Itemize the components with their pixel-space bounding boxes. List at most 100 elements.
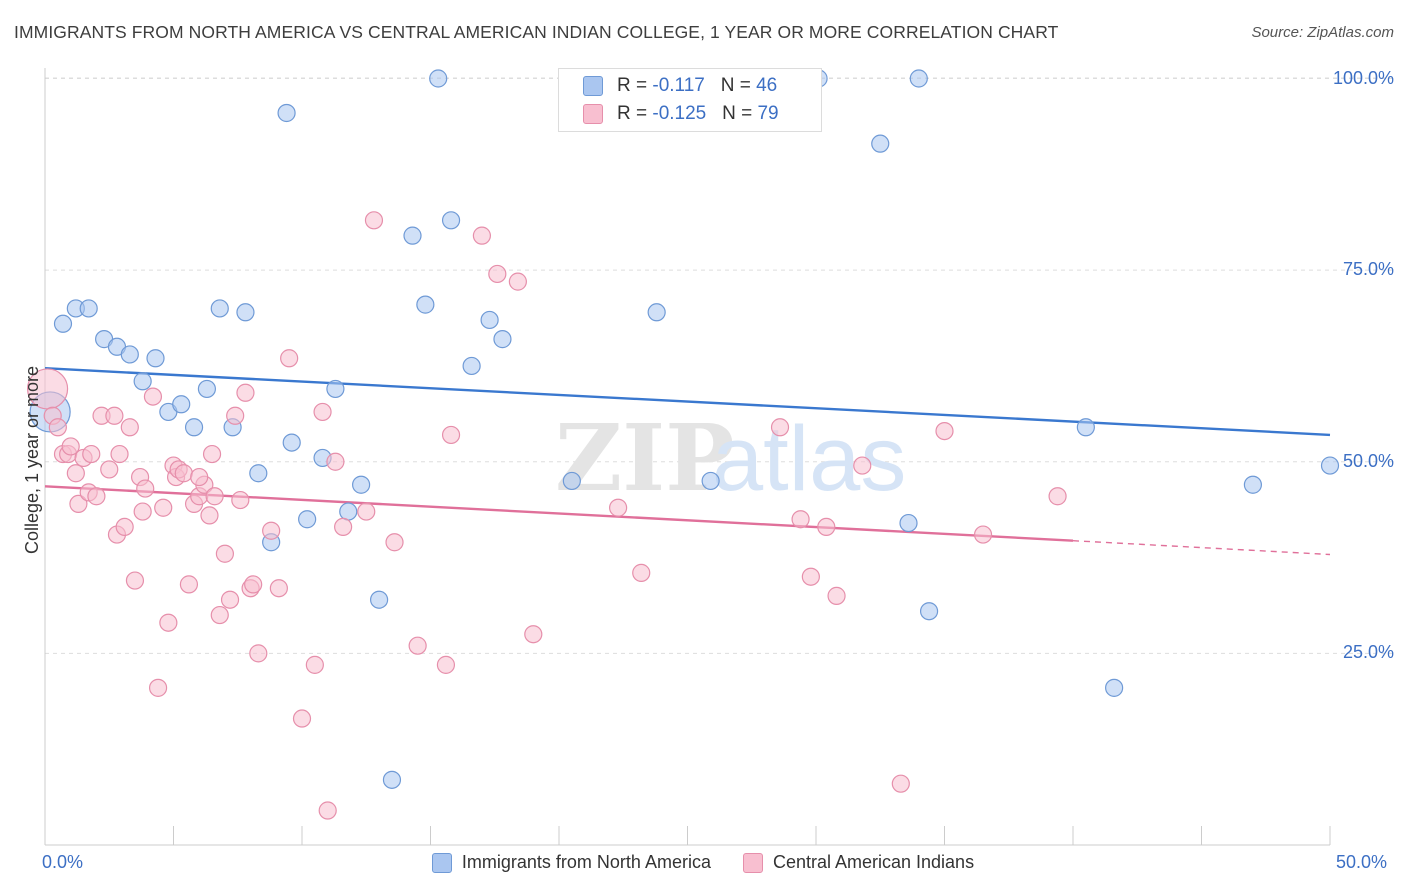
point-north-america xyxy=(919,602,939,621)
point-central-american xyxy=(408,636,427,655)
stats-r-value: -0.125 xyxy=(652,103,707,124)
point-north-america xyxy=(899,513,918,533)
grid-lines xyxy=(45,77,1395,654)
point-central-american xyxy=(524,625,543,644)
point-central-american xyxy=(292,709,312,728)
point-central-american xyxy=(436,655,456,674)
point-north-america xyxy=(462,356,481,376)
point-north-america xyxy=(236,303,255,322)
point-central-american xyxy=(190,467,209,487)
point-north-america xyxy=(326,379,345,399)
point-central-american xyxy=(143,387,163,406)
point-central-american xyxy=(200,506,219,525)
point-north-america xyxy=(441,211,461,230)
y-tick-label-100: 100.0% xyxy=(1332,67,1394,88)
stats-legend: R = -0.117 N = 46 R = -0.125 N = 79 xyxy=(558,68,822,132)
legend-item-central-american[interactable]: Central American Indians xyxy=(742,852,975,873)
watermark-atlas: atlas xyxy=(712,408,906,510)
point-central-american xyxy=(100,460,119,479)
point-central-american xyxy=(632,563,651,582)
point-central-american xyxy=(48,418,67,437)
y-axis-label: College, 1 year or more xyxy=(22,366,42,554)
point-central-american xyxy=(472,226,491,245)
stats-swatch-pink xyxy=(583,104,603,124)
point-central-american xyxy=(202,444,222,464)
legend-item-north-america[interactable]: Immigrants from North America xyxy=(431,852,711,873)
point-north-america xyxy=(277,103,296,123)
point-north-america xyxy=(1076,418,1095,437)
point-central-american xyxy=(973,525,993,544)
point-north-america xyxy=(339,502,358,521)
y-tick-label-75: 75.0% xyxy=(1342,259,1394,280)
point-north-america xyxy=(562,471,581,491)
point-north-america xyxy=(249,464,268,483)
point-central-american xyxy=(226,406,245,425)
point-central-american xyxy=(817,517,836,537)
point-central-american xyxy=(66,464,85,483)
point-central-american xyxy=(318,801,337,820)
legend-swatch-pink xyxy=(742,852,763,873)
point-central-american xyxy=(801,567,820,586)
point-central-american xyxy=(334,517,353,537)
point-central-american xyxy=(441,425,461,445)
x-tick-label-min: 0.0% xyxy=(42,852,84,872)
stats-r-label: R = xyxy=(617,103,653,124)
point-north-america xyxy=(416,295,435,314)
watermark: ZIP atlas xyxy=(555,404,906,512)
point-north-america xyxy=(1105,678,1124,697)
point-central-american xyxy=(313,402,332,422)
point-north-america xyxy=(480,310,499,330)
point-central-american xyxy=(82,444,101,464)
y-tick-label-25: 25.0% xyxy=(1342,642,1394,663)
trend-line-central-american-extension xyxy=(1072,540,1331,556)
point-central-american xyxy=(262,521,281,540)
point-north-america xyxy=(647,303,666,322)
point-central-american xyxy=(305,655,324,674)
point-central-american xyxy=(364,211,384,230)
point-central-american xyxy=(159,613,178,632)
point-central-american xyxy=(220,590,240,609)
point-central-american xyxy=(133,502,152,521)
point-north-america xyxy=(909,69,928,88)
point-central-american xyxy=(69,494,88,514)
point-central-american xyxy=(210,605,229,625)
point-central-american xyxy=(385,533,404,552)
legend-label: Central American Indians xyxy=(772,852,975,872)
chart-title: IMMIGRANTS FROM NORTH AMERICA VS CENTRAL… xyxy=(14,22,1059,42)
point-central-american xyxy=(125,571,145,590)
point-north-america xyxy=(493,330,512,349)
point-central-american xyxy=(231,490,250,510)
x-tick-label-max: 50.0% xyxy=(1336,852,1388,872)
point-central-american xyxy=(110,444,129,464)
point-central-american xyxy=(179,575,199,594)
point-central-american xyxy=(115,517,134,537)
point-central-american xyxy=(269,579,288,598)
point-central-american xyxy=(154,498,173,517)
point-north-america xyxy=(120,345,139,364)
point-central-american xyxy=(249,644,268,663)
point-north-america xyxy=(370,590,389,609)
point-central-american xyxy=(508,272,527,291)
point-central-american xyxy=(357,502,376,521)
watermark-zip: ZIP xyxy=(555,404,734,512)
stats-n-value: 46 xyxy=(756,75,778,96)
point-north-america xyxy=(282,433,301,452)
axes xyxy=(44,68,1331,846)
point-central-american xyxy=(244,575,263,594)
point-central-american xyxy=(148,678,168,697)
stats-n-label: N = xyxy=(720,75,757,96)
legend: Immigrants from North America Central Am… xyxy=(0,852,1406,873)
y-tick-label-50: 50.0% xyxy=(1342,450,1394,471)
point-north-america xyxy=(79,299,98,318)
point-central-american xyxy=(1048,487,1067,506)
point-north-america xyxy=(184,418,204,437)
point-north-america xyxy=(172,395,191,414)
stats-r-label: R = xyxy=(617,75,653,96)
point-central-american xyxy=(87,487,106,506)
trend-line-north-america xyxy=(44,367,1331,437)
point-central-american xyxy=(205,487,224,506)
point-north-america xyxy=(403,226,422,245)
point-north-america xyxy=(298,510,317,529)
point-central-american xyxy=(136,479,155,498)
legend-swatch-blue xyxy=(431,852,452,873)
